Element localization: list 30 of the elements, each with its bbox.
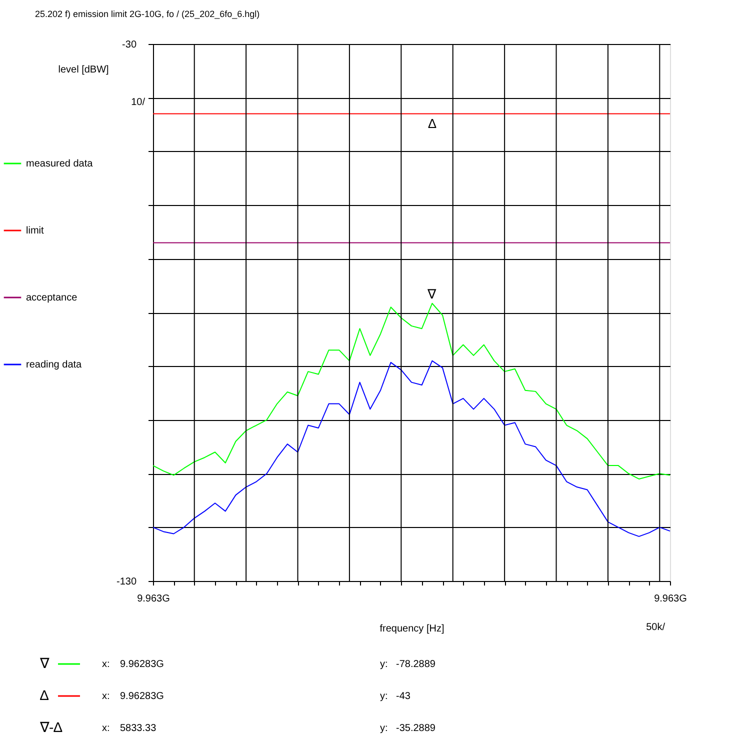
- text: 9.96283G: [120, 659, 164, 670]
- text: 9.96283G: [120, 691, 164, 702]
- text: 10/: [131, 97, 146, 108]
- x-axis-title: frequency [Hz]: [380, 624, 444, 634]
- legend-label: acceptance: [26, 292, 78, 304]
- text: y:: [380, 723, 388, 734]
- text: ∆: [40, 687, 49, 703]
- y-tick-label: -130: [116, 576, 137, 588]
- chart-title: 25.202 f) emission limit 2G-10G, fo / (25_202_6fo_6.hgl): [35, 9, 260, 19]
- text: -43: [396, 691, 411, 702]
- x-tick-label: 9.963G: [654, 594, 688, 604]
- text: y:: [380, 691, 388, 702]
- legend-label: measured data: [26, 158, 94, 170]
- text: ∇: [39, 655, 50, 671]
- text: 50k/: [646, 622, 666, 633]
- legend-label: reading data: [26, 360, 82, 370]
- text: x:: [102, 691, 110, 702]
- annotation: ∆: [428, 116, 436, 131]
- annotation: ∇: [426, 286, 437, 302]
- text: ∇-∆: [39, 719, 63, 735]
- text: y:: [380, 659, 388, 670]
- y-axis-title: level [dBW]: [58, 64, 110, 76]
- legend-label: limit: [26, 226, 44, 236]
- text: x:: [102, 659, 110, 670]
- text: 5833.33: [120, 723, 157, 734]
- y-tick-label: -30: [122, 40, 137, 50]
- x-tick-label: 9.963G: [137, 594, 170, 604]
- text: x:: [102, 723, 110, 734]
- text: -78.2889: [396, 659, 436, 670]
- text: -35.2889: [396, 723, 436, 734]
